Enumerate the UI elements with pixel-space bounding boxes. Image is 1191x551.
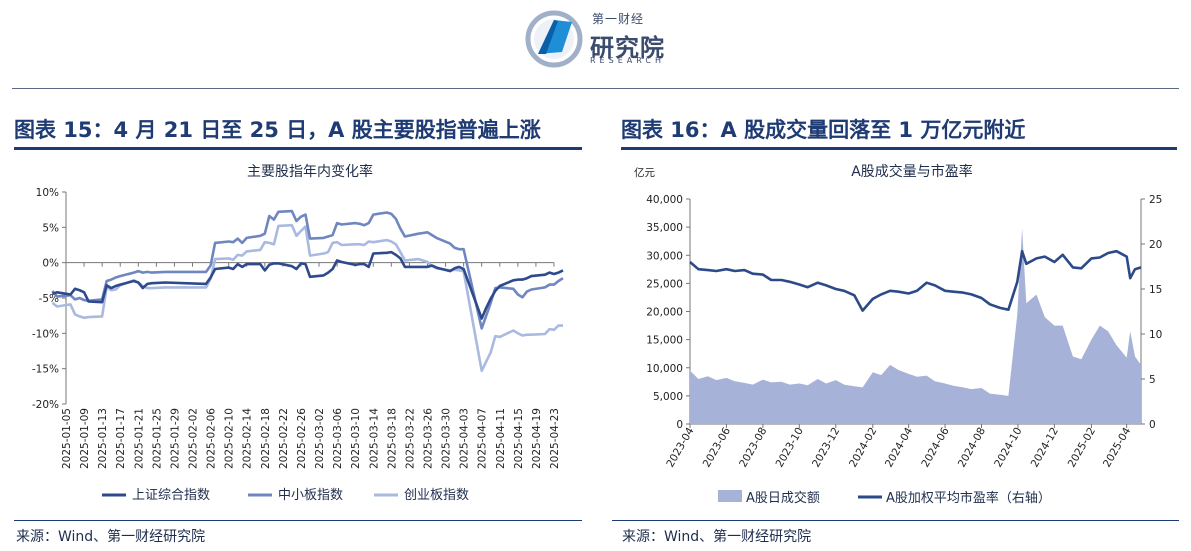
x-tick-label: 2025-02 <box>1066 426 1098 470</box>
y-tick-label: 10,000 <box>646 363 683 375</box>
right-source: 来源：Wind、第一财经研究院 <box>622 529 812 545</box>
x-tick-label: 2023-12 <box>810 426 842 470</box>
y-tick-label: 10% <box>36 187 59 199</box>
legend-label-3: 创业板指数 <box>404 488 469 503</box>
x-tick-label: 2025-03-18 <box>386 408 398 469</box>
header-divider <box>12 88 1179 89</box>
logo-line3: RESEARCH <box>590 56 665 65</box>
legend-swatch-1 <box>718 490 742 502</box>
x-tick-label: 2025-04-07 <box>477 408 489 469</box>
y-tick-label: 0% <box>42 258 59 270</box>
y-tick-label: -5% <box>39 293 59 305</box>
x-tick-label: 2025-02-18 <box>260 408 272 469</box>
x-tick-label: 2025-01-25 <box>151 408 163 469</box>
pe-line <box>689 249 1142 312</box>
legend-label-1: A股日成交额 <box>746 490 820 506</box>
y-tick-label: -20% <box>32 399 59 411</box>
x-tick-label: 2023-04 <box>664 425 696 469</box>
x-tick-label: 2025-03-14 <box>368 408 380 469</box>
x-tick-label: 2025-03-30 <box>441 408 453 469</box>
series-line-2 <box>51 209 564 330</box>
left-title-rule <box>14 147 582 150</box>
x-tick-label: 2023-06 <box>701 425 733 469</box>
y2-tick-label: 10 <box>1149 329 1162 341</box>
x-tick-label: 2025-01-05 <box>61 408 73 469</box>
volume-area <box>690 228 1141 424</box>
y-tick-label: 0 <box>676 419 683 431</box>
y-tick-label: 30,000 <box>646 250 683 262</box>
x-tick-label: 2023-10 <box>774 426 806 470</box>
logo-line1: 第一财经 <box>592 12 645 26</box>
x-tick-label: 2025-04-03 <box>459 408 471 469</box>
x-tick-label: 2025-01-17 <box>115 408 127 469</box>
right-source-rule <box>612 520 1179 521</box>
legend-label-2: 中小板指数 <box>278 488 343 503</box>
y-tick-label: -15% <box>32 364 59 376</box>
y-tick-label: 5,000 <box>653 391 683 403</box>
brand-logo-icon <box>525 10 583 68</box>
y-tick-label: 40,000 <box>646 194 683 206</box>
x-tick-label: 2025-02-22 <box>278 408 290 469</box>
x-tick-label: 2025-02-14 <box>242 408 254 469</box>
index-change-chart: 主要股指年内变化率10%5%0%-5%-10%-15%-20%2025-01-0… <box>32 163 564 503</box>
x-tick-label: 2024-02 <box>847 426 879 470</box>
y-tick-label: 5% <box>42 222 59 234</box>
y-tick-label: 20,000 <box>646 307 683 319</box>
y-tick-label: 25,000 <box>646 278 683 290</box>
x-tick-label: 2025-04 <box>1101 425 1133 469</box>
x-tick-label: 2025-04-15 <box>513 408 525 469</box>
x-tick-label: 2025-02-02 <box>188 408 200 469</box>
x-tick-label: 2025-04-19 <box>531 408 543 469</box>
right-title-rule <box>621 147 1177 150</box>
logo-line2: 研究院 <box>590 34 665 62</box>
x-tick-label: 2024-04 <box>883 425 915 469</box>
y2-tick-label: 15 <box>1149 284 1162 296</box>
y-tick-label: 35,000 <box>646 222 683 234</box>
chart-title: A股成交量与市盈率 <box>851 163 973 180</box>
x-tick-label: 2025-04-11 <box>495 408 507 469</box>
right-panel-title: 图表 16：A 股成交量回落至 1 万亿元附近 <box>621 118 1026 142</box>
x-tick-label: 2025-03-06 <box>332 408 344 469</box>
y-tick-label: -10% <box>32 328 59 340</box>
x-tick-label: 2024-06 <box>919 425 951 469</box>
x-tick-label: 2025-03-02 <box>314 408 326 469</box>
left-source-rule <box>14 520 582 521</box>
y2-tick-label: 20 <box>1149 239 1162 251</box>
y-tick-label: 15,000 <box>646 335 683 347</box>
x-tick-label: 2025-02-10 <box>224 408 236 469</box>
series-line-1 <box>51 250 564 320</box>
x-tick-label: 2025-04-23 <box>549 408 561 469</box>
report-header: 第一财经 研究院 RESEARCH <box>0 0 1191 89</box>
legend-label-2: A股加权平均市盈率（右轴） <box>886 490 1051 506</box>
x-tick-label: 2025-03-26 <box>422 408 434 469</box>
x-tick-label: 2025-01-21 <box>133 408 145 469</box>
x-tick-label: 2025-01-13 <box>97 408 109 469</box>
x-tick-label: 2025-02-26 <box>296 408 308 469</box>
legend-label-1: 上证综合指数 <box>132 488 210 503</box>
x-tick-label: 2025-03-22 <box>404 408 416 469</box>
x-tick-label: 2025-01-09 <box>79 408 91 469</box>
volume-pe-chart: A股成交量与市盈率 亿元 40,000 35,000 30,000 25,000 20,00… <box>634 163 1162 506</box>
left-source: 来源：Wind、第一财经研究院 <box>16 529 206 545</box>
y2-tick-label: 5 <box>1149 374 1156 386</box>
x-tick-label: 2025-01-29 <box>169 408 181 469</box>
x-tick-label: 2025-03-10 <box>350 408 362 469</box>
x-tick-label: 2023-08 <box>737 426 769 470</box>
x-tick-label: 2024-12 <box>1029 426 1061 470</box>
left-panel-title: 图表 15：4 月 21 日至 25 日，A 股主要股指普遍上涨 <box>14 118 541 142</box>
x-tick-label: 2024-10 <box>992 426 1024 470</box>
y2-tick-label: 25 <box>1149 194 1162 206</box>
x-tick-label: 2024-08 <box>956 426 988 470</box>
chart-title: 主要股指年内变化率 <box>247 163 373 180</box>
x-tick-label: 2025-02-06 <box>206 408 218 469</box>
y-unit-label: 亿元 <box>634 166 655 179</box>
series-line-3 <box>51 223 563 373</box>
y2-tick-label: 0 <box>1149 419 1156 431</box>
